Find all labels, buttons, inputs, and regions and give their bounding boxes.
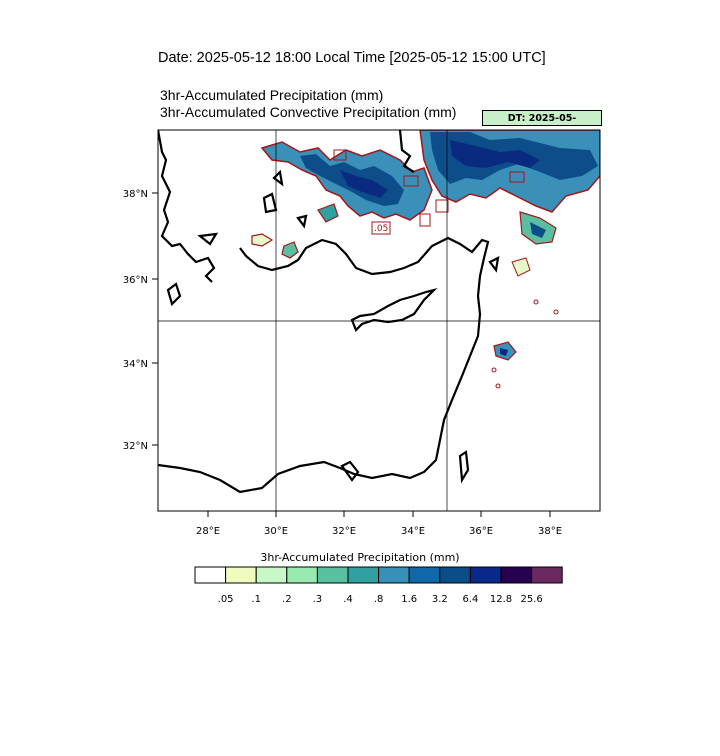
colorbar-swatch [469, 566, 502, 584]
colorbar-label: .05 [217, 594, 234, 605]
lat-label-32n: 32°N [123, 441, 148, 452]
lat-label-36n: 36°N [123, 275, 148, 286]
colorbar-label: .1 [251, 594, 261, 605]
lat-label-34n: 34°N [123, 359, 148, 370]
lon-label-28e: 28°E [196, 526, 220, 537]
colorbar-swatch [500, 566, 533, 584]
colorbar-label: .3 [312, 594, 323, 605]
convective-precip-title: 3hr-Accumulated Convective Precipitation… [160, 104, 457, 120]
colorbar-swatch [194, 566, 227, 584]
colorbar-swatch [531, 566, 563, 584]
precip-title: 3hr-Accumulated Precipitation (mm) [160, 87, 384, 103]
colorbar-swatch [347, 566, 380, 584]
colorbar-label: 25.6 [520, 594, 543, 605]
colorbar-label: 1.6 [401, 594, 418, 605]
date-title: Date: 2025-05-12 18:00 Local Time [2025-… [158, 50, 546, 66]
lon-label-30e: 30°E [264, 526, 288, 537]
lon-label-36e: 36°E [469, 526, 493, 537]
colorbar-label: .2 [282, 594, 292, 605]
colorbar-swatch [286, 566, 318, 584]
colorbar-swatch [316, 566, 349, 584]
colorbar-swatch [225, 566, 257, 584]
map-frame [157, 129, 601, 512]
coastlines [158, 130, 500, 494]
colorbar-swatch [439, 566, 471, 584]
colorbar-swatch [378, 566, 410, 584]
colorbar-label: 3.2 [431, 594, 448, 605]
graticule [158, 130, 600, 511]
colorbar [194, 566, 563, 584]
colorbar-label: 6.4 [462, 594, 479, 605]
colorbar-label: .8 [373, 594, 384, 605]
lat-label-38n: 38°N [123, 189, 148, 200]
colorbar-title: 3hr-Accumulated Precipitation (mm) [260, 551, 460, 564]
colorbar-label: 12.8 [489, 594, 513, 605]
lon-label-38e: 38°E [538, 526, 562, 537]
colorbar-label: .4 [343, 594, 353, 605]
precipitation-areas [251, 130, 600, 389]
colorbar-swatch [255, 566, 288, 584]
colorbar-swatch [408, 566, 441, 584]
contour-label: .05 [374, 224, 388, 234]
axis-ticks [152, 192, 551, 517]
lon-label-34e: 34°E [401, 526, 425, 537]
lon-label-32e: 32°E [332, 526, 356, 537]
